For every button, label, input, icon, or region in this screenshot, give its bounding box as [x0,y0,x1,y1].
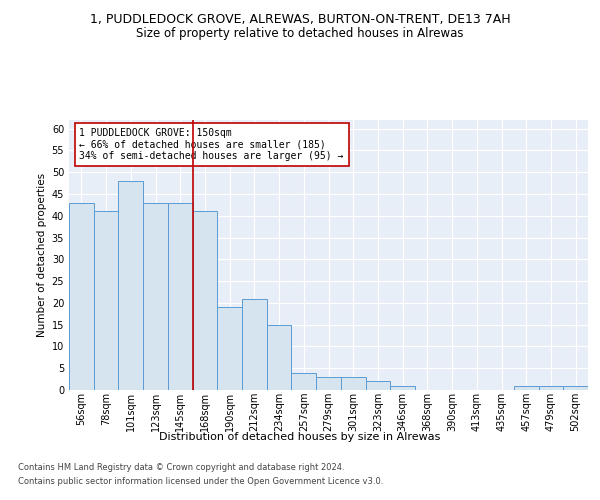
Bar [390,386,415,390]
Text: 1 PUDDLEDOCK GROVE: 150sqm
← 66% of detached houses are smaller (185)
34% of sem: 1 PUDDLEDOCK GROVE: 150sqm ← 66% of deta… [79,128,344,162]
Bar [217,308,242,390]
Bar [292,372,316,390]
Bar [539,386,563,390]
Bar [94,212,118,390]
Bar [514,386,539,390]
Bar [341,377,365,390]
Text: Contains HM Land Registry data © Crown copyright and database right 2024.: Contains HM Land Registry data © Crown c… [18,462,344,471]
Bar [69,202,94,390]
Bar [267,324,292,390]
Bar [168,202,193,390]
Text: 1, PUDDLEDOCK GROVE, ALREWAS, BURTON-ON-TRENT, DE13 7AH: 1, PUDDLEDOCK GROVE, ALREWAS, BURTON-ON-… [89,12,511,26]
Bar [365,382,390,390]
Bar [563,386,588,390]
Text: Distribution of detached houses by size in Alrewas: Distribution of detached houses by size … [160,432,440,442]
Text: Contains public sector information licensed under the Open Government Licence v3: Contains public sector information licen… [18,478,383,486]
Y-axis label: Number of detached properties: Number of detached properties [37,173,47,337]
Bar [143,202,168,390]
Bar [242,298,267,390]
Bar [316,377,341,390]
Text: Size of property relative to detached houses in Alrewas: Size of property relative to detached ho… [136,28,464,40]
Bar [118,181,143,390]
Bar [193,212,217,390]
